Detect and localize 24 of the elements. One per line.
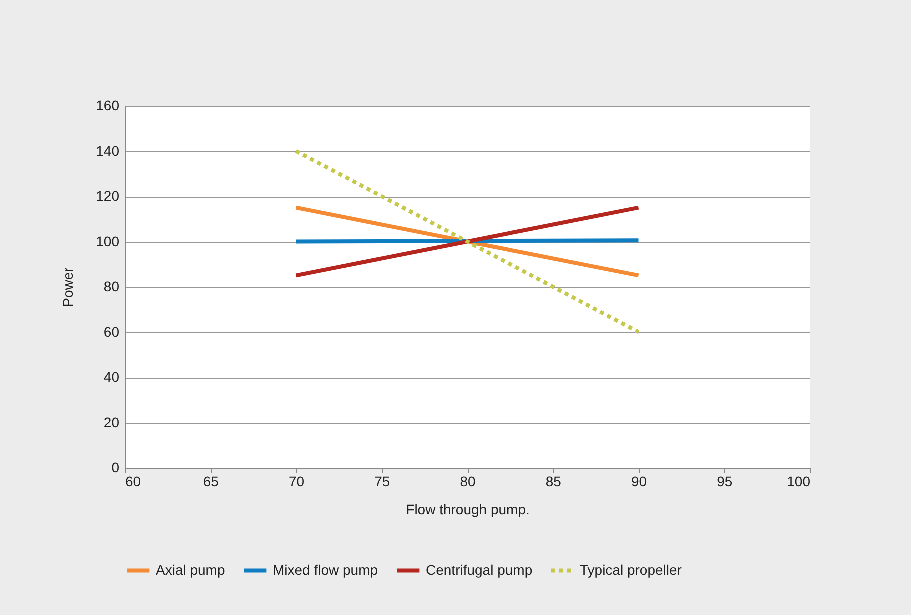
x-tick-label: 90 <box>631 474 648 490</box>
y-tick-label: 20 <box>104 414 120 430</box>
y-tick-label: 100 <box>96 233 120 250</box>
y-tick-label: 0 <box>112 460 120 476</box>
y-tick-label: 120 <box>96 188 120 204</box>
y-tick-label: 140 <box>96 142 120 159</box>
y-tick-label: 60 <box>104 324 120 340</box>
x-tick-label: 60 <box>126 474 142 490</box>
x-tick-label: 100 <box>787 474 811 490</box>
x-tick-label: 75 <box>374 474 390 490</box>
legend-label: Mixed flow pump <box>273 562 378 578</box>
x-tick-label: 95 <box>717 474 733 490</box>
legend-label: Typical propeller <box>580 562 682 578</box>
x-tick-label: 70 <box>288 474 305 490</box>
x-axis-title: Flow through pump. <box>406 502 530 518</box>
legend-label: Axial pump <box>156 562 226 578</box>
y-axis-title: Power <box>60 267 76 308</box>
x-tick-label: 85 <box>546 474 562 490</box>
y-tick-label: 80 <box>104 278 120 294</box>
y-tick-label: 160 <box>96 98 120 114</box>
y-tick-label: 40 <box>104 369 120 385</box>
legend-label: Centrifugal pump <box>426 562 533 578</box>
x-tick-label: 80 <box>460 474 476 490</box>
x-tick-label: 65 <box>203 474 220 490</box>
